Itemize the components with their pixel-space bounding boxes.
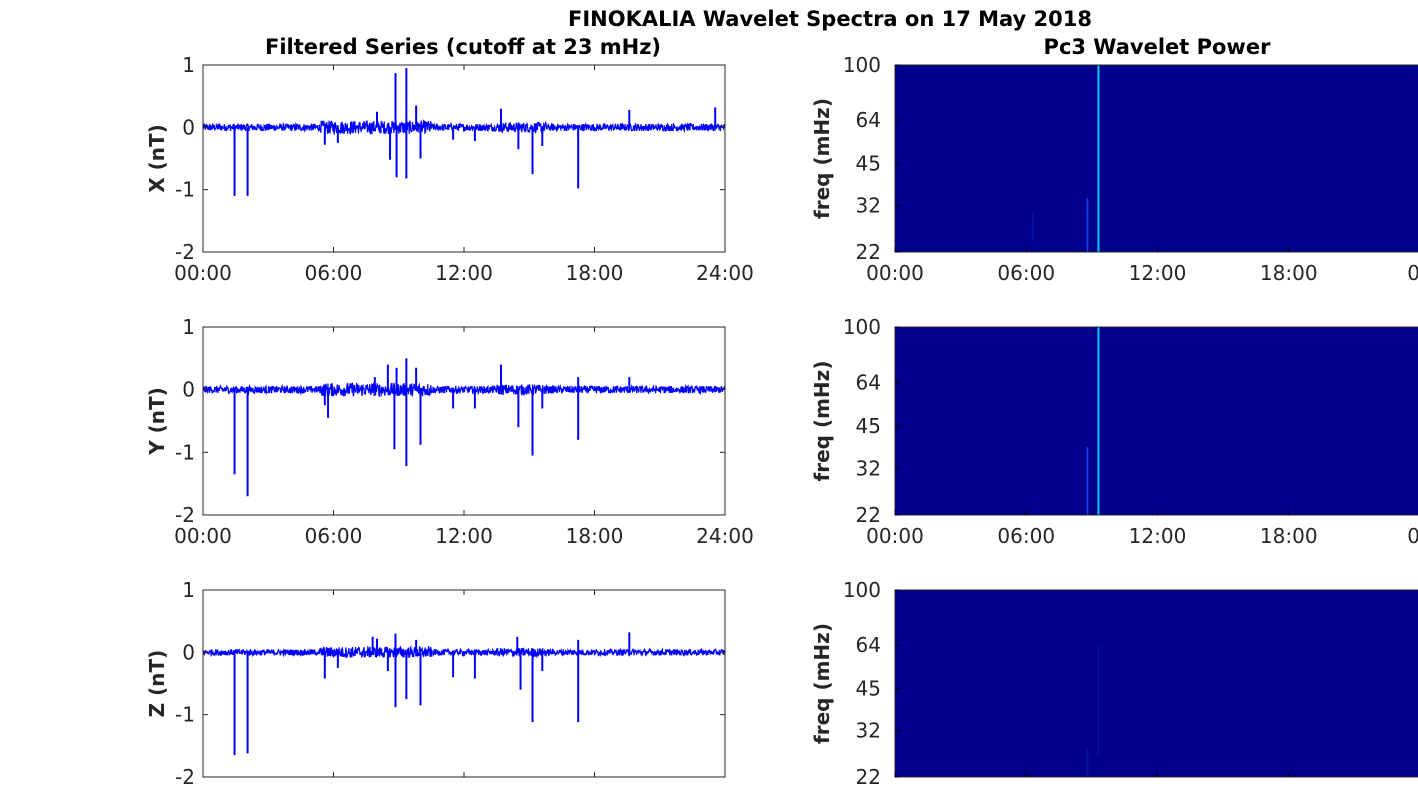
y-axis-label: Z (nT)	[145, 650, 169, 718]
heatmap-background	[895, 590, 1418, 777]
x-tick-label: 12:00	[1129, 524, 1187, 548]
x-tick-label: 12:00	[435, 261, 493, 285]
y-axis-label: freq (mHz)	[810, 361, 834, 482]
left-column-title: Filtered Series (cutoff at 23 mHz)	[265, 35, 661, 59]
series-panel-y: -2 -1 0 1 00:00 06:00 12:00 18:00 24:00 Y (nT)	[145, 315, 754, 548]
x-tick-label: 06:00	[997, 261, 1055, 285]
figure-title: FINOKALIA Wavelet Spectra on 17 May 2018	[568, 7, 1092, 31]
x-tick-label: 18:00	[566, 261, 624, 285]
y-axis-label: X (nT)	[145, 124, 169, 193]
series-trace	[202, 381, 726, 398]
x-tick-label: 06:00	[305, 261, 363, 285]
y-tick-label: 22	[856, 765, 881, 788]
y-tick-label: 100	[843, 578, 881, 602]
right-column-title: Pc3 Wavelet Power	[1044, 35, 1272, 59]
y-axis-label: Y (nT)	[145, 387, 169, 456]
x-tick-label: 00:00	[866, 524, 924, 548]
y-tick-label: 32	[856, 194, 881, 218]
x-tick-label: 24:00	[696, 261, 754, 285]
y-tick-label: 64	[856, 108, 881, 132]
x-tick-label: 00:00	[174, 524, 232, 548]
y-tick-label: 1	[182, 315, 195, 339]
y-tick-label: 100	[843, 315, 881, 339]
series-panel-x: -2 -1 0 1 00:00 06:00 12:00 18:00 24:00 X (nT)	[145, 53, 754, 285]
power-ridge	[1086, 198, 1089, 252]
heatmap-background	[895, 65, 1418, 252]
y-tick-label: 45	[856, 677, 881, 701]
y-tick-label: 45	[856, 414, 881, 438]
plot-area	[203, 590, 725, 777]
y-tick-label: 1	[182, 578, 195, 602]
plot-area	[203, 65, 725, 252]
y-tick-label: 32	[856, 719, 881, 743]
y-tick-label: 45	[856, 152, 881, 176]
x-tick-label: 18:00	[1260, 524, 1318, 548]
y-tick-label: -2	[175, 503, 195, 527]
y-tick-label: -1	[175, 703, 195, 727]
series-trace	[202, 645, 726, 659]
heatmap-background	[895, 327, 1418, 515]
y-tick-label: 22	[856, 503, 881, 527]
power-panel-x: 22 32 45 64 100 00:00 06:00 12:00 18:00 00 freq (m…	[810, 53, 1418, 285]
y-tick-label: 1	[182, 53, 195, 77]
y-tick-label: -2	[175, 240, 195, 264]
series-panel-z: -2 -1 0 1 Z (nT)	[145, 578, 726, 788]
power-ridge	[1086, 447, 1089, 515]
y-axis-label: freq (mHz)	[810, 623, 834, 744]
series-trace	[202, 119, 725, 136]
x-tick-label: 00:00	[866, 261, 924, 285]
y-tick-label: -2	[175, 765, 195, 788]
x-tick-label: 06:00	[305, 524, 363, 548]
y-axis-label: freq (mHz)	[810, 98, 834, 219]
x-tick-label: 00:00	[174, 261, 232, 285]
power-panel-y: 22 32 45 64 100 00:00 06:00 12:00 18:00 00 freq (m…	[810, 315, 1418, 548]
y-tick-label: -1	[175, 440, 195, 464]
x-tick-label: 12:00	[435, 524, 493, 548]
y-tick-label: 64	[856, 370, 881, 394]
y-tick-label: 0	[182, 115, 195, 139]
x-tick-label: 06:00	[997, 524, 1055, 548]
y-tick-label: 32	[856, 456, 881, 480]
y-tick-label: -1	[175, 178, 195, 202]
y-tick-label: 100	[843, 53, 881, 77]
x-tick-label: 00	[1407, 524, 1418, 548]
y-tick-label: 0	[182, 640, 195, 664]
power-panel-z: 22 32 45 64 100 freq (mHz)	[810, 578, 1418, 788]
y-tick-label: 0	[182, 378, 195, 402]
power-ridge	[1097, 65, 1100, 252]
x-tick-label: 24:00	[696, 524, 754, 548]
power-ridge	[1032, 213, 1034, 242]
x-tick-label: 12:00	[1129, 261, 1187, 285]
x-tick-label: 18:00	[566, 524, 624, 548]
power-ridge	[1086, 747, 1089, 777]
x-tick-label: 00	[1407, 261, 1418, 285]
plot-area	[203, 327, 725, 515]
y-tick-label: 64	[856, 633, 881, 657]
power-ridge	[1097, 645, 1100, 757]
y-tick-label: 22	[856, 240, 881, 264]
x-tick-label: 18:00	[1260, 261, 1318, 285]
power-ridge	[1097, 327, 1100, 515]
